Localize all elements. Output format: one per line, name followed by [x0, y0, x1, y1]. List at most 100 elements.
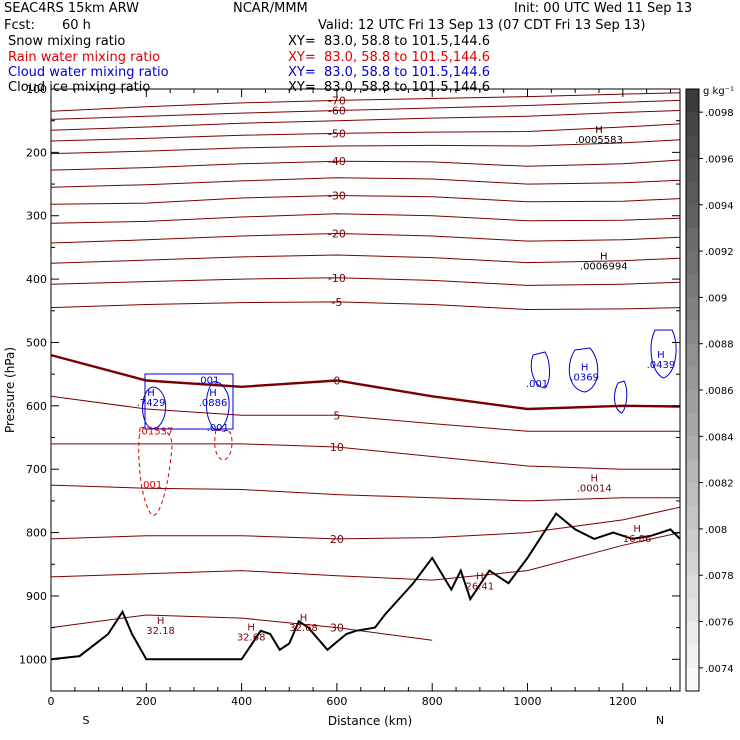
organization-label: NCAR/MMM	[233, 1, 308, 16]
contour-value-label: .00014	[577, 483, 612, 494]
isotherm-label: -40	[328, 155, 346, 168]
legend-snow-xy: XY= 83.0, 58.8 to 101.5,144.6	[288, 34, 491, 49]
isotherm-line	[50, 159, 681, 171]
rain-water-contour	[138, 426, 173, 516]
contour-value-label: 32.18	[146, 626, 175, 637]
colorbar-tick-label: .008	[705, 525, 727, 536]
x-tick-label: 400	[231, 695, 252, 708]
contour-value-label: 16.86	[623, 534, 652, 545]
colorbar-segment	[686, 320, 699, 345]
y-tick-label: 200	[26, 146, 47, 159]
x-tick-label: 1000	[514, 695, 542, 708]
plot-frame	[50, 88, 681, 692]
isotherm-line	[50, 254, 681, 264]
contour-value-label: .001	[197, 376, 219, 387]
north-endpoint-label: N	[656, 714, 664, 727]
contour-value-label: .0005583	[575, 135, 623, 146]
x-axis-title: Distance (km)	[328, 714, 412, 728]
isotherm-line	[50, 614, 433, 641]
y-tick-label: 500	[26, 336, 47, 349]
x-tick-label: 600	[326, 695, 347, 708]
isotherm-label: -70	[328, 94, 346, 107]
contour-value-label: .001	[207, 423, 229, 434]
y-tick-label: 900	[26, 590, 47, 603]
cloud-water-contour	[530, 351, 550, 389]
colorbar-segment	[686, 621, 699, 646]
isotherm-label: 10	[330, 441, 344, 454]
high-marker-label: H	[476, 572, 484, 583]
colorbar-segment	[686, 158, 699, 183]
isotherm-label: 0	[333, 374, 340, 387]
isotherm-line	[50, 532, 681, 581]
isotherm-line	[50, 506, 681, 540]
isotherm-line	[50, 277, 681, 286]
colorbar-tick-label: .0092	[705, 247, 734, 258]
colorbar-segment	[686, 552, 699, 576]
contour-value-label: 26.41	[466, 582, 495, 593]
contour-value-label: .0369	[570, 372, 599, 383]
y-tick-label: 100	[26, 83, 47, 96]
colorbar-tick-label: .0078	[705, 571, 734, 582]
cloud-water-contour	[568, 347, 599, 393]
forecast-label: Fcst:	[4, 18, 35, 33]
high-marker-label: H	[209, 388, 217, 399]
isotherm-label: -20	[328, 227, 346, 240]
colorbar-tick-label: .0076	[705, 618, 734, 629]
high-marker-label: H	[633, 524, 641, 535]
contour-value-label: .0439	[647, 360, 676, 371]
isotherm-label: -50	[328, 127, 346, 140]
colorbar-tick-label: .0082	[705, 479, 734, 490]
isotherm-line	[50, 139, 681, 155]
colorbar-segment	[686, 598, 699, 623]
isotherm-line	[50, 99, 681, 120]
colorbar-segment	[686, 644, 699, 669]
colorbar-tick-label: .0094	[705, 201, 734, 212]
colorbar-tick-label: .0096	[705, 154, 734, 165]
cloud-water-contour	[650, 329, 677, 379]
isotherm-line	[51, 443, 680, 470]
terrain-line	[50, 512, 681, 661]
rain-water-contour	[214, 429, 233, 461]
contour-value-label: 32.68	[237, 632, 266, 643]
init-time: Init: 00 UTC Wed 11 Sep 13	[514, 1, 693, 16]
x-tick-label: 1200	[609, 695, 637, 708]
isotherm-line	[50, 395, 680, 432]
contour-value-label: .7429	[137, 398, 166, 409]
colorbar-segment	[686, 528, 699, 553]
isotherm-line	[50, 177, 681, 188]
x-tick-label: 200	[136, 695, 157, 708]
south-endpoint-label: S	[83, 714, 90, 727]
colorbar-segment	[686, 112, 699, 136]
cloud-water-contour	[206, 381, 230, 431]
x-tick-label: 800	[422, 695, 443, 708]
colorbar-tick-label: .0088	[705, 340, 734, 351]
contour-value-label: .0886	[199, 398, 228, 409]
legend-cloud-ice-name: Cloud ice mixing ratio	[8, 80, 151, 95]
colorbar-tick-label: .0074	[705, 664, 734, 675]
colorbar-segment	[686, 413, 699, 437]
colorbar-segment	[686, 251, 699, 275]
colorbar-segment	[686, 204, 699, 229]
colorbar-segment	[686, 505, 699, 530]
colorbar-segment	[686, 135, 699, 159]
colorbar-segment	[686, 227, 699, 252]
isotherm-label: -5	[331, 296, 342, 309]
colorbar-tick-label: .009	[705, 293, 727, 304]
isotherm-label: 5	[333, 409, 340, 422]
y-tick-label: 600	[26, 400, 47, 413]
y-axis-title: Pressure (hPa)	[3, 347, 17, 433]
colorbar-tick-label: .0086	[705, 386, 734, 397]
colorbar-segment	[686, 181, 699, 206]
legend-snow-name: Snow mixing ratio	[8, 34, 126, 49]
colorbar-segment	[686, 459, 699, 484]
isotherm-line	[50, 484, 680, 502]
isotherm-line	[50, 110, 681, 131]
colorbar-segment	[686, 89, 699, 113]
cloud-water-contour	[142, 386, 167, 430]
isotherm-line	[50, 232, 681, 244]
high-marker-label: H	[590, 473, 598, 484]
high-marker-label: H	[147, 388, 155, 399]
high-marker-label: H	[657, 350, 665, 361]
